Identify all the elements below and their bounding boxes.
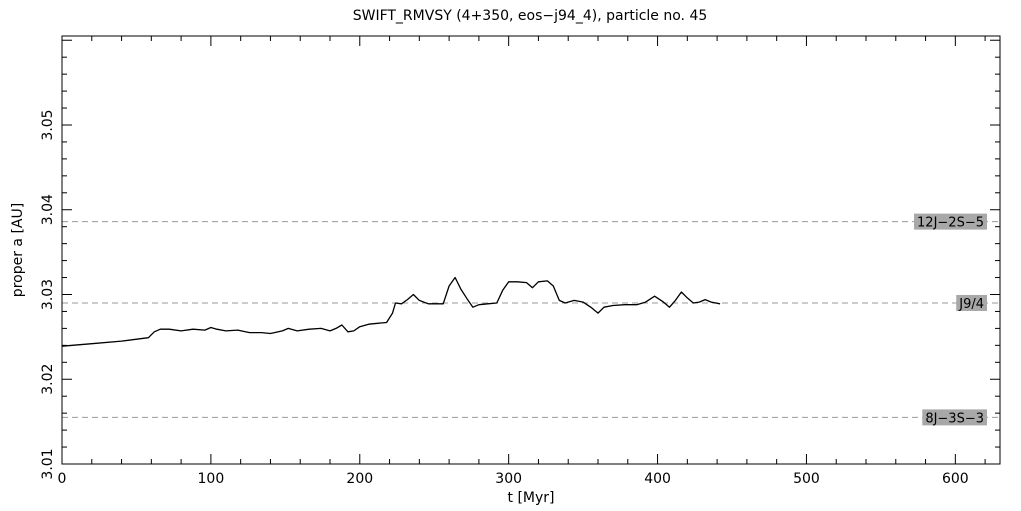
y-tick-label: 3.05	[40, 109, 56, 140]
y-tick-label: 3.02	[40, 364, 56, 395]
y-tick-label: 3.04	[40, 194, 56, 225]
x-tick-label: 200	[346, 471, 373, 487]
data-series	[61, 276, 721, 347]
resonance-label: J9/4	[956, 294, 987, 312]
x-axis-label: t [Myr]	[508, 490, 555, 506]
x-tick-label: 100	[198, 471, 225, 487]
resonance-lines	[62, 221, 1000, 418]
resonance-label: 12J−2S−5	[914, 213, 987, 231]
x-tick-label: 300	[495, 471, 522, 487]
x-tick-label: 0	[58, 471, 67, 487]
plot-frame	[61, 35, 1001, 465]
y-tick-label: 3.03	[40, 279, 56, 310]
y-axis-label: proper a [AU]	[10, 203, 26, 297]
x-tick-label: 500	[793, 471, 820, 487]
resonance-label-text: J9/4	[958, 297, 984, 312]
chart-title: SWIFT_RMVSY (4+350, eos−j94_4), particle…	[353, 8, 708, 24]
resonance-label-bg	[956, 294, 987, 311]
x-tick-labels: 0 100 200 300 400 500 600	[58, 471, 969, 487]
y-tick-labels: 3.01 3.02 3.03 3.04 3.05	[40, 109, 56, 479]
axis-ticks	[61, 36, 1000, 465]
x-tick-label: 600	[942, 471, 969, 487]
resonance-label-bg	[922, 409, 987, 426]
y-tick-label: 3.01	[40, 448, 56, 479]
resonance-label-text: 12J−2S−5	[917, 216, 984, 231]
series-line	[61, 276, 721, 347]
resonance-labels: 12J−2S−5 J9/4 8J−3S−3	[914, 213, 987, 426]
resonance-label: 8J−3S−3	[922, 409, 987, 426]
resonance-label-bg	[914, 213, 987, 230]
x-tick-label: 400	[644, 471, 671, 487]
resonance-label-text: 8J−3S−3	[925, 411, 984, 426]
